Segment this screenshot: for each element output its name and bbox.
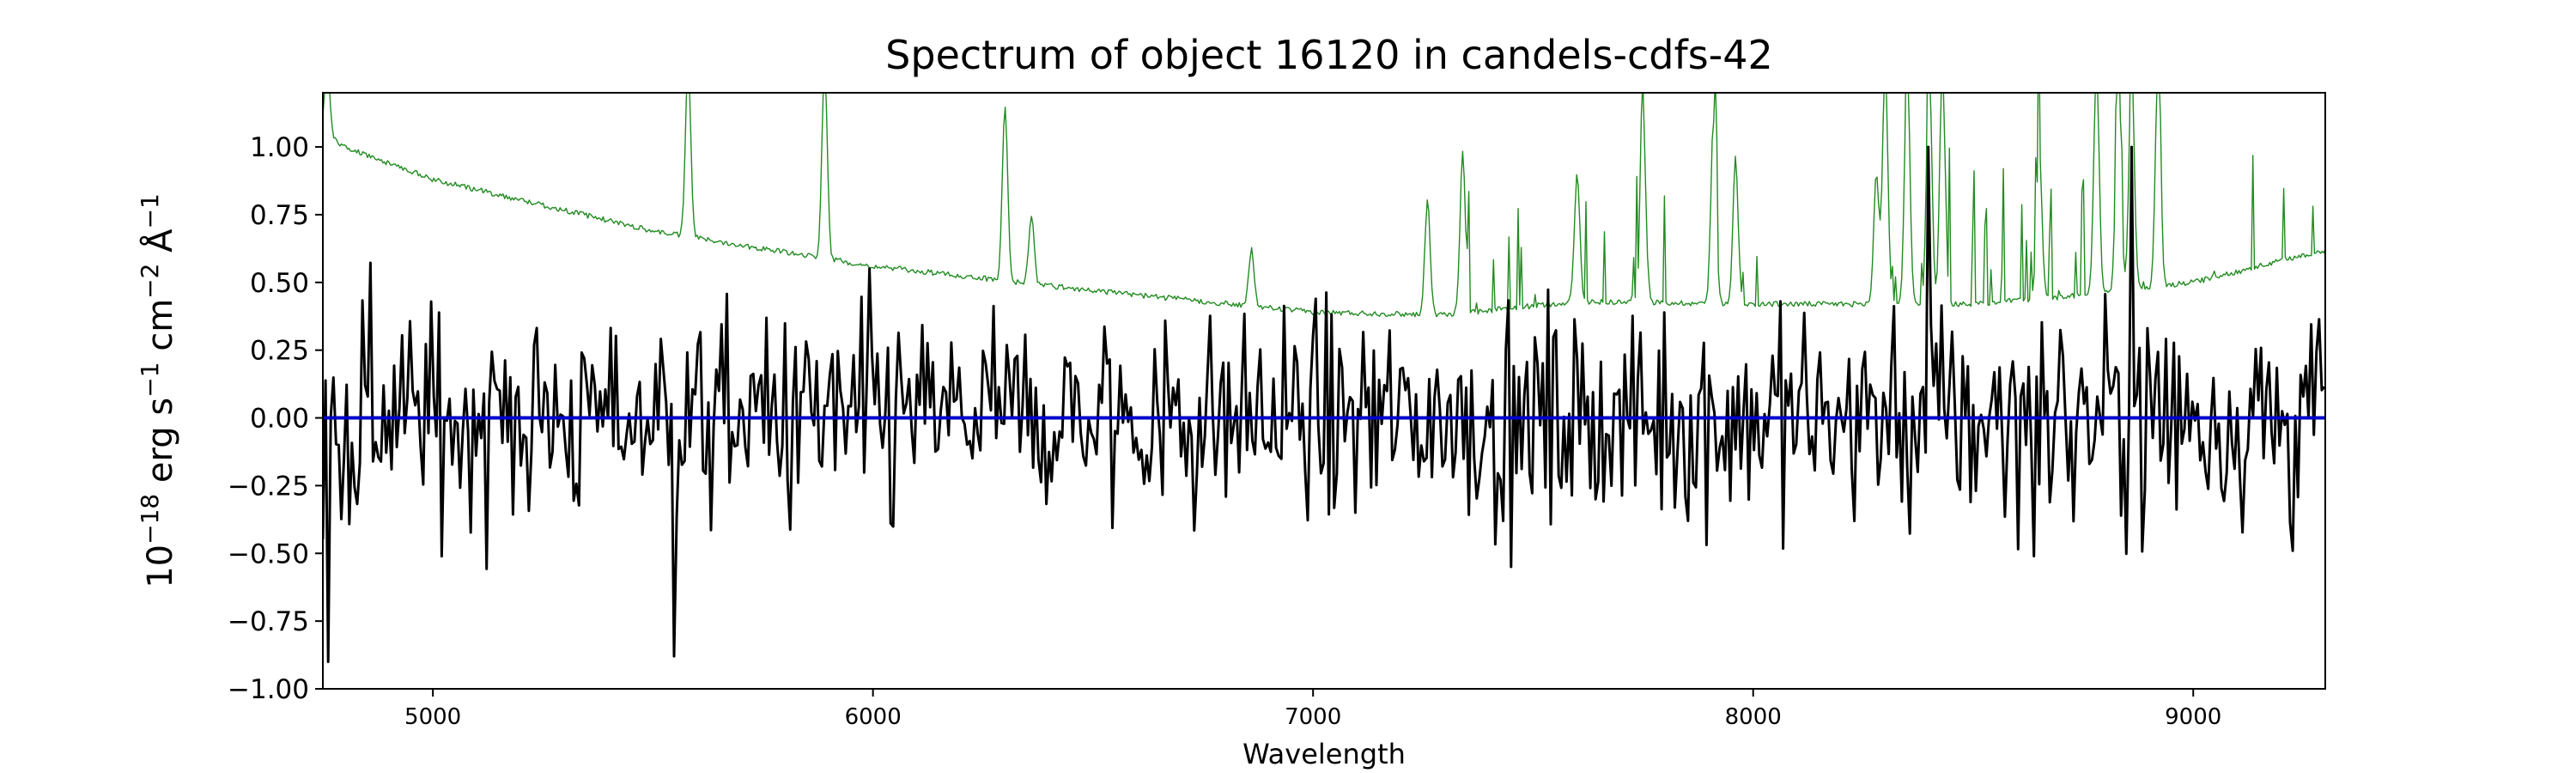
x-tick-label: 7000 (1285, 704, 1341, 730)
y-axis-label: 10−18 erg s−1 cm−2 Å−1 (136, 193, 180, 588)
x-tick-label: 9000 (2165, 704, 2221, 730)
x-tick-label: 8000 (1725, 704, 1782, 730)
y-tick-label: 0.75 (250, 200, 309, 231)
plot-area (323, 93, 2325, 663)
y-tick-label: −0.50 (228, 539, 309, 569)
x-tick-label: 6000 (845, 704, 902, 730)
y-tick-label: 1.00 (250, 132, 309, 163)
y-tick-label: 0.00 (250, 404, 309, 435)
y-tick-label: −1.00 (228, 674, 309, 705)
plot-frame (322, 92, 2326, 690)
y-axis: −1.00 −0.75 −0.50 −0.25 0.00 0.25 0.50 0.75 1.00 (228, 132, 323, 705)
x-axis: 5000 6000 7000 8000 9000 (404, 689, 2221, 730)
y-tick-label: −0.25 (228, 471, 309, 502)
chart-title: Spectrum of object 16120 in candels-cdfs… (885, 32, 1773, 78)
error-spectrum-line (323, 93, 2325, 318)
x-axis-label: Wavelength (1242, 738, 1406, 770)
y-tick-label: 0.50 (250, 268, 309, 299)
y-tick-label: −0.75 (228, 606, 309, 637)
y-tick-label: 0.25 (250, 336, 309, 367)
x-tick-label: 5000 (404, 704, 461, 730)
flux-spectrum-line (323, 145, 2325, 663)
